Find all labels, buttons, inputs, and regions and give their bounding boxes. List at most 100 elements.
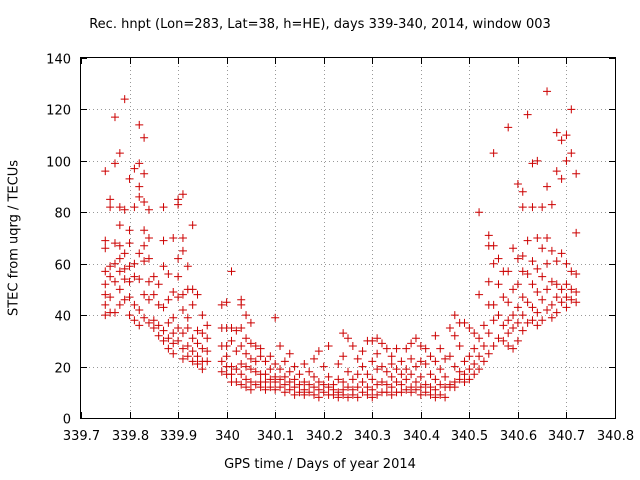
x-tick-label: 339.7 [63, 429, 100, 444]
data-point [562, 156, 571, 165]
data-point [407, 354, 416, 363]
data-point [475, 208, 484, 217]
data-point [460, 370, 469, 379]
data-point [344, 367, 352, 376]
data-point [135, 306, 144, 314]
y-tick-label: 0 [63, 413, 71, 428]
data-point [261, 370, 270, 379]
data-point [115, 300, 124, 309]
data-point [518, 203, 527, 212]
data-point [513, 318, 522, 327]
data-point [533, 308, 542, 317]
data-point [149, 316, 158, 325]
data-point [431, 385, 440, 394]
data-point [499, 293, 508, 302]
data-point [523, 318, 532, 327]
data-point [411, 385, 420, 394]
data-point [557, 298, 566, 307]
data-point [509, 244, 518, 253]
data-point [470, 344, 479, 353]
data-point [528, 303, 537, 312]
chart-title: Rec. hnpt (Lon=283, Lat=38, h=HE), days … [89, 17, 551, 32]
data-point [397, 380, 406, 389]
data-point [547, 246, 556, 255]
data-point [348, 390, 357, 399]
data-point [232, 378, 241, 386]
data-point [397, 370, 406, 379]
data-point [130, 316, 139, 325]
data-point [484, 329, 493, 338]
data-point [237, 370, 246, 379]
data-point [489, 149, 498, 158]
data-point [324, 383, 333, 392]
data-point [353, 383, 362, 392]
data-point [373, 390, 382, 399]
data-point [144, 295, 153, 304]
data-point [538, 316, 547, 325]
data-point [426, 370, 435, 379]
data-point [523, 270, 532, 278]
data-point [135, 120, 144, 129]
data-point [110, 239, 119, 248]
data-point [125, 277, 134, 286]
data-point [455, 342, 464, 350]
data-point [169, 339, 178, 348]
x-tick-label: 340 [215, 429, 240, 444]
data-point [387, 390, 396, 399]
data-point [106, 272, 115, 281]
data-point [528, 316, 537, 325]
data-point [120, 95, 129, 104]
data-point [368, 375, 377, 384]
data-point [562, 303, 571, 312]
data-point [300, 360, 309, 368]
data-point [392, 365, 401, 374]
data-point [373, 380, 382, 389]
data-point [479, 342, 488, 350]
y-tick-label: 140 [46, 53, 71, 68]
data-point [562, 293, 571, 302]
x-tick-label: 340.4 [403, 429, 440, 444]
data-point [222, 298, 231, 307]
data-point [334, 393, 343, 402]
data-point [125, 262, 134, 271]
data-point [348, 342, 357, 350]
data-point [436, 365, 445, 374]
data-point [470, 360, 479, 368]
data-point [441, 354, 450, 363]
data-point [246, 378, 255, 386]
data-point [484, 277, 493, 286]
data-point [203, 347, 212, 356]
data-point [411, 334, 420, 343]
data-point [101, 267, 110, 276]
data-point [431, 375, 440, 384]
data-point [305, 388, 314, 397]
data-point [533, 288, 542, 296]
data-point [135, 192, 144, 201]
data-point [445, 352, 454, 361]
data-point [227, 362, 236, 371]
data-points [101, 87, 581, 402]
data-point [518, 267, 527, 276]
data-point [280, 380, 289, 389]
data-point [445, 324, 454, 332]
data-point [154, 331, 163, 340]
data-point [572, 270, 581, 278]
data-point [523, 110, 532, 119]
data-point [120, 205, 129, 214]
data-point [246, 385, 255, 394]
data-point [344, 393, 352, 402]
data-point [266, 375, 275, 384]
data-point [159, 236, 168, 245]
data-point [237, 342, 246, 350]
data-point [557, 174, 566, 183]
data-point [504, 298, 513, 307]
data-point [217, 300, 226, 309]
data-point [120, 275, 129, 284]
data-point [144, 234, 153, 242]
data-point [276, 365, 285, 374]
data-point [276, 383, 285, 392]
data-point [271, 313, 280, 322]
data-point [140, 133, 149, 142]
data-point [421, 380, 430, 389]
data-point [543, 259, 552, 268]
